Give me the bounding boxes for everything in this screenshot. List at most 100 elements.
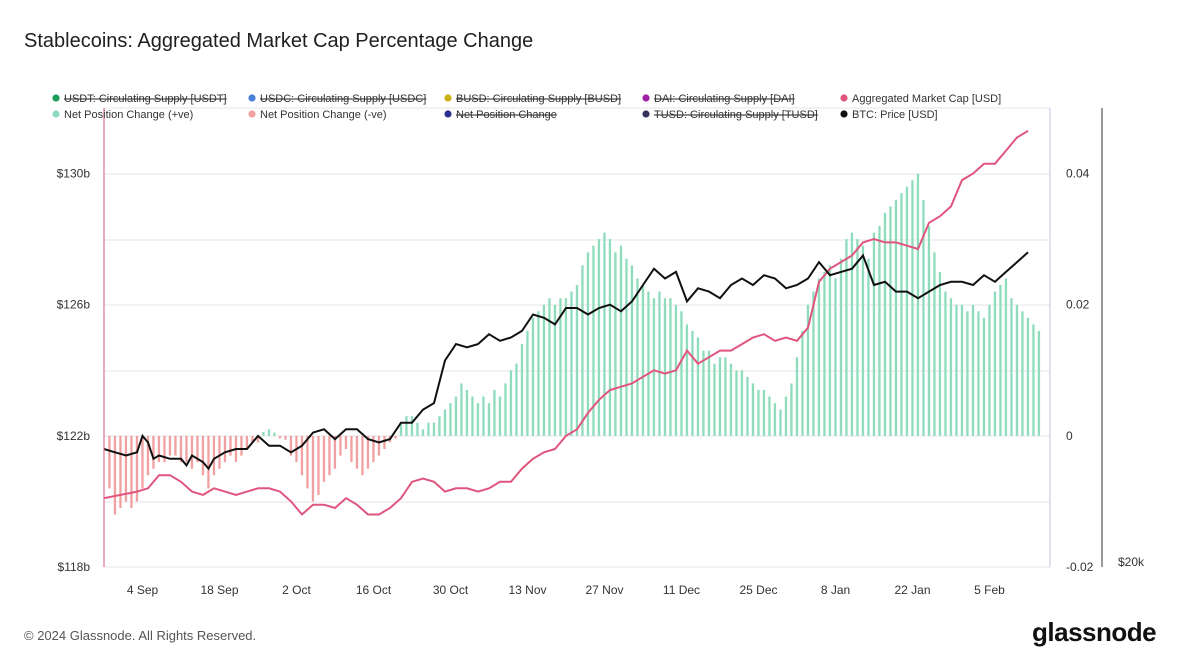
- x-axis-tick-label: 13 Nov: [508, 583, 546, 597]
- legend-marker: [840, 110, 848, 118]
- legend-label: USDC: Circulating Supply [USDC]: [260, 93, 426, 105]
- net-position-bar: [306, 435, 309, 489]
- net-position-bar: [185, 435, 188, 463]
- net-position-bar: [537, 311, 540, 436]
- net-position-bar: [141, 435, 144, 489]
- net-position-bar: [223, 435, 227, 463]
- net-position-bar: [911, 180, 914, 436]
- net-position-bar: [900, 193, 903, 436]
- net-position-bar: [966, 311, 969, 436]
- x-axis-tick-label: 2 Oct: [282, 583, 311, 597]
- legend: USDT: Circulating Supply [USDT] USDC: Cir…: [52, 93, 1001, 121]
- x-axis-tick-label: 25 Dec: [739, 583, 777, 597]
- legend-item[interactable]: BTC: Price [USD]: [840, 109, 938, 121]
- legend-item[interactable]: USDT: Circulating Supply [USDT]: [52, 93, 227, 105]
- net-position-bar: [757, 390, 760, 436]
- x-axis-tick-label: 8 Jan: [821, 583, 850, 597]
- legend-item[interactable]: Net Position Change (+ve): [52, 109, 193, 121]
- legend-label: Net Position Change (-ve): [260, 109, 387, 121]
- net-position-bar: [113, 435, 117, 515]
- copyright-footer: © 2024 Glassnode. All Rights Reserved.: [24, 628, 257, 643]
- net-position-bar: [559, 298, 562, 436]
- net-position-bar: [608, 239, 612, 436]
- net-position-bar: [157, 435, 161, 463]
- net-position-bar: [405, 416, 408, 436]
- x-axis-tick-label: 18 Sep: [200, 583, 238, 597]
- net-position-bar: [130, 435, 133, 508]
- legend-item[interactable]: DAI: Circulating Supply [DAI]: [642, 93, 795, 105]
- net-position-bar: [746, 376, 749, 436]
- net-position-bar: [273, 432, 276, 436]
- chart-title: Stablecoins: Aggregated Market Cap Perce…: [24, 30, 534, 52]
- right-axis-tick-label: 0.02: [1066, 298, 1090, 312]
- net-position-bar: [196, 435, 199, 463]
- net-position-bar: [256, 435, 260, 443]
- legend-item[interactable]: USDC: Circulating Supply [USDC]: [248, 93, 426, 105]
- net-position-bar: [284, 435, 287, 440]
- net-position-bar: [339, 435, 342, 456]
- legend-item[interactable]: BUSD: Circulating Supply [BUSD]: [444, 93, 621, 105]
- left-axis-tick-label: $126b: [57, 298, 91, 312]
- net-position-bar: [355, 435, 359, 469]
- right-axis-tick-label: 0.04: [1066, 167, 1090, 181]
- net-position-bar: [289, 435, 293, 456]
- net-position-bar: [597, 239, 601, 436]
- net-position-bar: [1037, 330, 1041, 436]
- net-position-bar: [922, 199, 925, 436]
- net-position-bar: [361, 435, 364, 476]
- x-axis-tick-label: 4 Sep: [127, 583, 159, 597]
- net-position-bar: [812, 291, 815, 436]
- net-position-bar: [641, 285, 645, 436]
- net-position-bar: [515, 363, 518, 436]
- net-position-bar: [933, 252, 936, 436]
- net-position-bar: [944, 291, 947, 436]
- net-position-bar: [432, 422, 436, 436]
- net-position-bar: [344, 435, 348, 449]
- legend-marker: [840, 94, 848, 102]
- legend-item[interactable]: Net Position Change (-ve): [248, 109, 387, 121]
- legend-item[interactable]: Aggregated Market Cap [USD]: [840, 93, 1001, 105]
- net-position-bar: [867, 258, 870, 436]
- net-position-bar: [212, 435, 216, 476]
- left-axis-tick-label: $122b: [57, 429, 91, 443]
- net-position-bar: [553, 304, 557, 436]
- net-position-bar: [707, 350, 711, 436]
- net-position-bar: [691, 330, 694, 436]
- net-position-bar: [504, 383, 507, 436]
- net-position-bar: [740, 370, 744, 436]
- market-cap-line: [103, 130, 1029, 516]
- net-position-bar: [542, 304, 546, 436]
- net-position-bar: [581, 265, 584, 436]
- axes: $118b $122b $126b $130b -0.02 0 0.02 0.04 $20k 4 …: [57, 108, 1145, 597]
- net-position-bar: [278, 435, 282, 439]
- net-position-bar: [251, 435, 254, 443]
- net-position-bar: [982, 317, 986, 436]
- far-right-axis-tick-label: $20k: [1118, 555, 1145, 569]
- net-position-bar: [179, 435, 183, 463]
- net-position-bar: [790, 383, 793, 436]
- net-position-bar: [575, 285, 579, 436]
- net-position-bar: [218, 435, 221, 469]
- net-position-bar: [1026, 317, 1030, 436]
- net-position-bar: [135, 435, 139, 502]
- net-position-bar: [614, 252, 617, 436]
- net-position-bar: [399, 422, 403, 436]
- legend-item[interactable]: Net Position Change: [444, 109, 557, 121]
- net-position-bar: [889, 206, 892, 436]
- net-position-bar: [317, 435, 320, 495]
- net-position-bar: [894, 199, 898, 436]
- net-position-bar: [905, 186, 909, 436]
- net-position-bar: [377, 435, 381, 456]
- legend-marker: [248, 110, 256, 118]
- net-position-bar: [883, 212, 887, 436]
- x-axis-tick-label: 30 Oct: [433, 583, 469, 597]
- net-position-bar: [201, 435, 205, 476]
- net-position-bar: [229, 435, 232, 456]
- net-position-bar: [427, 422, 430, 436]
- net-position-bar: [971, 304, 975, 436]
- net-position-bar: [526, 330, 529, 436]
- net-position-bar: [729, 363, 733, 436]
- legend-item[interactable]: TUSD: Circulating Supply [TUSD]: [642, 109, 818, 121]
- net-position-bar: [119, 435, 122, 508]
